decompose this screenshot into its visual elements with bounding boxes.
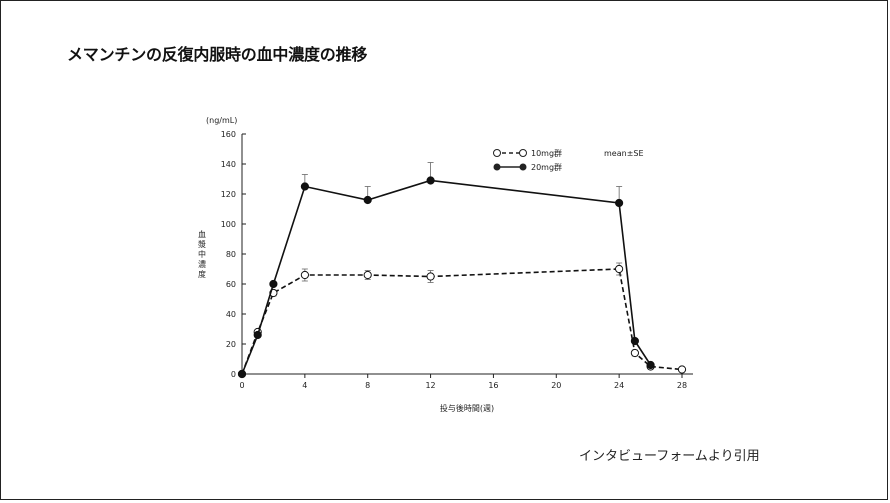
legend-marker-10mg — [493, 149, 501, 157]
data-point — [363, 195, 372, 205]
x-tick-label: 16 — [488, 381, 498, 390]
y-tick-label: 60 — [226, 280, 236, 289]
x-ticks: 0 4 8 12 16 20 24 28 — [239, 374, 687, 390]
y-axis-title: 血漿中濃度 — [198, 229, 206, 279]
data-point — [630, 348, 640, 358]
y-axis-title-char: 漿 — [198, 239, 206, 249]
legend-label-10mg: 10mg群 — [531, 148, 562, 158]
x-tick-label: 28 — [677, 381, 687, 390]
x-tick-label: 12 — [425, 381, 435, 390]
legend-marker-10mg-end — [519, 149, 527, 157]
y-ticks: 0 20 40 60 80 100 120 140 160 — [221, 130, 246, 379]
data-point — [426, 176, 435, 185]
data-point — [363, 270, 372, 280]
y-tick-label: 80 — [226, 250, 236, 259]
y-tick-label: 40 — [226, 310, 236, 319]
data-point — [615, 264, 624, 274]
x-axis-title: 投与後時間(週) — [440, 403, 494, 413]
data-point — [677, 365, 687, 374]
x-tick-label: 8 — [365, 381, 370, 390]
y-axis-title-char: 度 — [198, 269, 206, 279]
y-axis-title-char: 中 — [198, 249, 206, 259]
y-axis-title-char: 濃 — [198, 259, 206, 269]
legend-label-20mg: 20mg群 — [531, 162, 562, 172]
data-point — [300, 270, 309, 280]
y-tick-label: 0 — [231, 370, 236, 379]
page-title: メマンチンの反復内服時の血中濃度の推移 — [67, 45, 368, 64]
y-tick-label: 100 — [221, 220, 236, 229]
data-point — [253, 330, 262, 340]
y-tick-label: 160 — [221, 130, 236, 139]
data-point — [237, 369, 247, 379]
series-10mg — [237, 262, 687, 379]
x-tick-label: 4 — [302, 381, 307, 390]
series-20mg — [237, 162, 655, 379]
data-point — [300, 182, 309, 191]
y-axis-title-char: 血 — [198, 229, 206, 239]
source-note: インタビューフォームより引用 — [579, 449, 760, 464]
x-tick-label: 0 — [239, 381, 244, 390]
y-tick-label: 20 — [226, 340, 236, 349]
data-point — [269, 279, 278, 289]
y-tick-label: 140 — [221, 160, 236, 169]
legend: 10mg群 20mg群 mean±SE — [493, 148, 644, 172]
y-tick-label: 120 — [221, 190, 236, 199]
series-line — [241, 268, 683, 375]
stat-label: mean±SE — [604, 149, 644, 158]
x-tick-label: 20 — [551, 381, 561, 390]
legend-marker-20mg-end — [519, 163, 527, 171]
data-point — [630, 336, 640, 346]
data-point — [615, 198, 624, 208]
data-point — [646, 360, 655, 370]
legend-marker-20mg — [493, 163, 501, 171]
x-tick-label: 24 — [614, 381, 624, 390]
y-unit-label: (ng/mL) — [206, 116, 237, 125]
series-layer — [237, 162, 687, 379]
data-point — [426, 272, 435, 281]
